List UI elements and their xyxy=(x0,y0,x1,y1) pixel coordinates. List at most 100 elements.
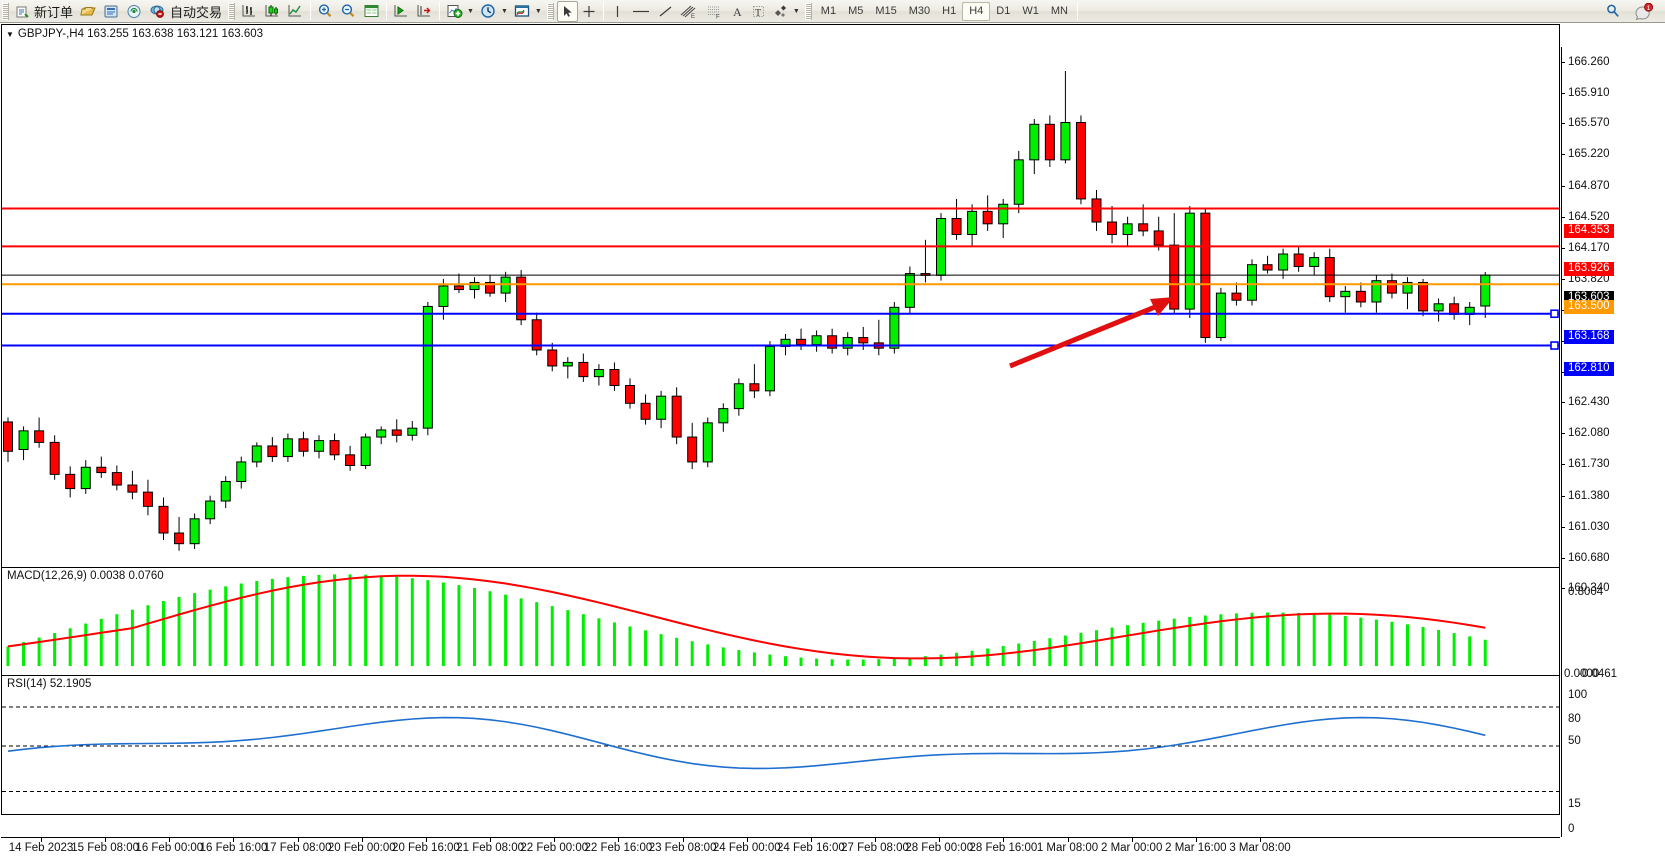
fibonacci-button[interactable]: F xyxy=(702,1,727,22)
templates-button[interactable] xyxy=(511,1,534,22)
new-order-icon xyxy=(16,6,29,18)
new-order-label[interactable]: 新订单 xyxy=(34,4,74,20)
text-button[interactable]: A xyxy=(727,1,748,22)
folder-button[interactable] xyxy=(77,1,100,22)
price-tick-label: 165.220 xyxy=(1568,148,1610,161)
price-tick-label: 161.730 xyxy=(1568,458,1610,471)
vertical-line-button[interactable] xyxy=(607,1,628,22)
text-label-button[interactable]: T xyxy=(748,1,769,22)
templates-dropdown-caret[interactable]: ▼ xyxy=(534,7,542,15)
toolbar-separator-3 xyxy=(439,2,441,20)
horizontal-line-button[interactable] xyxy=(628,1,654,22)
chart-window[interactable]: ▼ GBPJPY-,H4 163.255 163.638 163.121 163… xyxy=(0,23,1665,861)
zoom-out-button[interactable] xyxy=(337,1,360,22)
period-dropdown-caret[interactable]: ▼ xyxy=(500,7,508,15)
price-tick-label: 164.870 xyxy=(1568,179,1610,192)
objects-dropdown-caret[interactable]: ▼ xyxy=(792,7,800,15)
price-tick xyxy=(1561,309,1565,311)
news-button[interactable] xyxy=(100,1,123,22)
time-tick-label: 21 Feb 08:00 xyxy=(456,842,524,854)
price-tick-label: 161.030 xyxy=(1568,520,1610,533)
rsi-axis-50-label: 50 xyxy=(1568,735,1581,747)
chart-plot-frame[interactable]: ▼ GBPJPY-,H4 163.255 163.638 163.121 163… xyxy=(1,24,1560,815)
line-chart-button[interactable] xyxy=(284,1,307,22)
time-tick-label: 20 Feb 00:00 xyxy=(327,842,396,854)
signal-button[interactable] xyxy=(123,1,146,22)
time-tick-label: 2 Mar 16:00 xyxy=(1165,842,1227,854)
toolbar-grip[interactable] xyxy=(2,2,9,20)
rsi-axis-80-label: 80 xyxy=(1568,713,1581,725)
autotrading-button[interactable] xyxy=(146,1,169,22)
new-order-button[interactable] xyxy=(12,1,33,22)
main-toolbar: 新订单 xyxy=(0,0,1665,23)
rsi-axis-15-label: 15 xyxy=(1568,798,1581,810)
price-tick xyxy=(1561,433,1565,435)
equidistant-channel-button[interactable]: E xyxy=(677,1,702,22)
alerts-button[interactable]: 1 xyxy=(1631,1,1657,22)
data-window-button[interactable] xyxy=(360,1,383,22)
timeframe-m30[interactable]: M30 xyxy=(908,5,931,17)
price-tick xyxy=(1561,93,1565,95)
time-tick-label: 22 Feb 16:00 xyxy=(584,842,653,854)
chart-menu-caret-icon[interactable]: ▼ xyxy=(6,29,14,39)
toolbar-grip-charttype[interactable] xyxy=(228,2,236,20)
objects-button[interactable] xyxy=(769,1,792,22)
arrow-annotation[interactable] xyxy=(1009,297,1174,369)
time-tick-label: 28 Feb 00:00 xyxy=(905,842,974,854)
auto-scroll-button[interactable] xyxy=(413,1,436,22)
price-tick-label: 166.260 xyxy=(1568,56,1610,68)
price-level-tag[interactable]: 162.810 xyxy=(1564,361,1614,376)
price-tick xyxy=(1561,62,1565,63)
price-level-tag[interactable]: 163.168 xyxy=(1564,329,1614,344)
bar-chart-button[interactable] xyxy=(238,1,261,22)
price-tick-label: 165.570 xyxy=(1568,117,1610,130)
price-level-lines[interactable] xyxy=(2,207,1559,350)
price-tick xyxy=(1561,588,1565,589)
timeframe-h1[interactable]: H1 xyxy=(942,5,957,17)
autotrading-label[interactable]: 自动交易 xyxy=(170,4,223,20)
cursor-icon xyxy=(563,5,572,17)
toolbar-grip-timeframes[interactable] xyxy=(804,2,812,20)
time-tick-label: 16 Feb 00:00 xyxy=(135,842,204,854)
add-indicator-button[interactable] xyxy=(443,1,466,22)
auto-scroll-icon xyxy=(417,5,431,17)
zoom-in-button[interactable] xyxy=(314,1,337,22)
toolbar-grip-drawing[interactable] xyxy=(546,2,554,20)
cursor-button[interactable] xyxy=(556,0,578,22)
timeframe-mn[interactable]: MN xyxy=(1050,5,1068,17)
price-tick-label: 164.520 xyxy=(1568,210,1610,223)
trendline-button[interactable] xyxy=(654,1,677,22)
timeframe-m5[interactable]: M5 xyxy=(848,5,864,17)
price-level-tag[interactable]: 164.353 xyxy=(1564,224,1614,239)
time-tick-label: 20 Feb 16:00 xyxy=(392,842,460,854)
timeframe-m15[interactable]: M15 xyxy=(875,5,897,17)
price-level-tag[interactable]: 163.500 xyxy=(1564,300,1614,315)
price-tick-label: 164.170 xyxy=(1568,241,1610,254)
macd-axis-value-label: -0.0461 xyxy=(1578,668,1618,680)
rsi-pane-label: RSI(14) 52.1905 xyxy=(7,678,92,690)
crosshair-button[interactable] xyxy=(578,1,600,22)
timeframe-m1[interactable]: M1 xyxy=(820,5,837,17)
price-level-tag[interactable]: 163.926 xyxy=(1564,262,1614,277)
timeframe-w1[interactable]: W1 xyxy=(1022,5,1039,17)
time-tick-label: 14 Feb 2023 xyxy=(8,842,74,854)
time-tick-label: 22 Feb 00:00 xyxy=(520,842,589,854)
price-scale[interactable]: 166.260 165.910 165.570 165.220 164.870 164.5… xyxy=(1561,47,1665,837)
toolbar-separator-2 xyxy=(386,2,388,20)
toolbar-separator-5 xyxy=(1076,2,1078,20)
time-scale[interactable]: 14 Feb 2023 15 Feb 08:00 16 Feb 00:00 16 Fe… xyxy=(1,837,1560,861)
period-icon xyxy=(481,4,495,18)
text-icon: A xyxy=(733,5,742,19)
period-button[interactable] xyxy=(477,1,500,22)
chart-shift-button[interactable] xyxy=(390,1,413,22)
time-tick-label: 28 Feb 16:00 xyxy=(969,842,1038,854)
timeframe-d1[interactable]: D1 xyxy=(996,5,1011,17)
candlestick-chart-button[interactable] xyxy=(261,1,284,22)
add-indicator-dropdown-caret[interactable]: ▼ xyxy=(467,7,474,15)
price-tick-label: 162.080 xyxy=(1568,427,1610,440)
chart-canvas[interactable] xyxy=(2,25,1559,814)
price-tick xyxy=(1561,464,1565,466)
search-button[interactable] xyxy=(1601,1,1625,22)
add-indicator-icon xyxy=(447,5,463,18)
timeframe-h4[interactable]: H4 xyxy=(962,1,991,21)
